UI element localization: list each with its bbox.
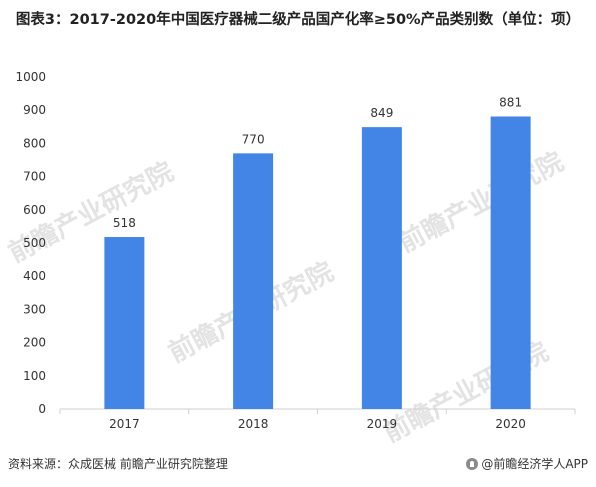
bar-2020 (490, 116, 531, 410)
y-axis: 0 100 200 300 400 500 600 700 800 900 1000 (15, 70, 46, 416)
bar-2017 (104, 237, 145, 409)
y-tick-label: 500 (23, 236, 46, 250)
x-tick-label: 2018 (238, 417, 269, 431)
y-tick-label: 1000 (15, 70, 46, 84)
watermark-text: 前瞻产业研究院 (393, 146, 568, 259)
brand-credit: @前瞻经济学人APP (466, 455, 588, 472)
y-tick-label: 900 (23, 103, 46, 117)
source-note: 资料来源：众成医械 前瞻产业研究院整理 (8, 457, 228, 471)
chart-title: 图表3：2017-2020年中国医疗器械二级产品国产化率≥50%产品类别数（单位… (15, 12, 581, 28)
x-tick-label: 2019 (367, 417, 398, 431)
y-tick-label: 700 (23, 170, 46, 184)
brand-logo-icon (466, 457, 479, 470)
bar-2018 (233, 153, 274, 409)
watermark-layer: 前瞻产业研究院前瞻产业研究院前瞻产业研究院前瞻产业研究院 (3, 146, 568, 449)
y-tick-label: 300 (23, 302, 46, 316)
y-tick-label: 600 (23, 203, 46, 217)
y-tick-label: 800 (23, 136, 46, 150)
bars-group: 518 770 849 881 (104, 96, 531, 410)
y-tick-label: 100 (23, 369, 46, 383)
data-label: 849 (370, 106, 393, 120)
x-tick-label: 2020 (495, 417, 526, 431)
brand-label: @前瞻经济学人APP (481, 457, 588, 471)
data-label: 881 (499, 96, 522, 110)
data-label: 770 (242, 132, 265, 146)
x-axis: 2017 2018 2019 2020 (59, 409, 576, 431)
x-tick-label: 2017 (109, 417, 140, 431)
data-label: 518 (113, 216, 136, 230)
bar-2019 (361, 127, 402, 409)
y-tick-label: 400 (23, 269, 46, 283)
y-tick-label: 0 (38, 402, 46, 416)
y-tick-label: 200 (23, 336, 46, 350)
